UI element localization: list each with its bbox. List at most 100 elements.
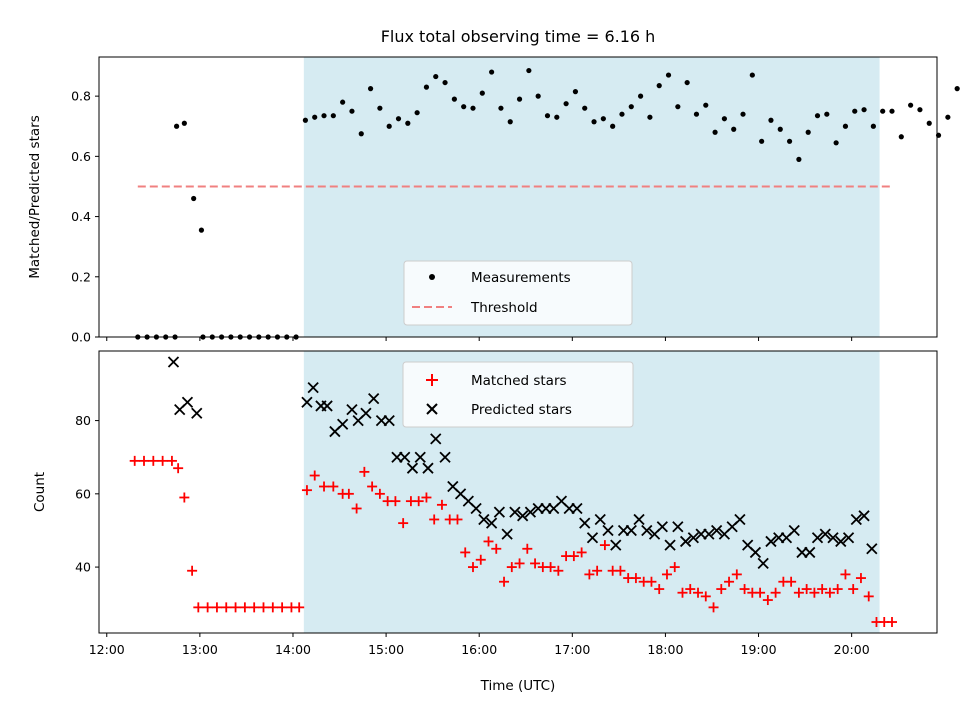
measurement-point — [731, 126, 737, 132]
measurement-point — [908, 102, 914, 108]
top-legend-box — [403, 260, 633, 326]
matched-star-point — [421, 492, 432, 503]
bottom-legend-box — [402, 361, 634, 428]
bottom-marks — [129, 356, 897, 628]
legend-marker-measurements — [429, 274, 435, 280]
y-tick-label: 40 — [75, 560, 91, 575]
measurement-point — [693, 111, 700, 117]
predicted-star-point — [406, 462, 419, 474]
matched-star-point — [530, 558, 541, 569]
matched-star-point — [739, 584, 750, 595]
predicted-star-point — [866, 543, 878, 555]
matched-star-point — [359, 466, 370, 477]
measurement-point — [852, 108, 858, 114]
measurement-point — [703, 102, 709, 108]
matched-star-point — [221, 602, 232, 613]
matched-star-point — [367, 481, 378, 492]
measurement-point — [554, 114, 560, 120]
predicted-star-point — [307, 381, 319, 394]
measurement-point — [470, 105, 476, 111]
matched-star-point — [258, 602, 269, 613]
measurement-point — [647, 114, 653, 120]
matched-star-point — [452, 514, 463, 525]
predicted-star-point — [679, 535, 692, 548]
predicted-star-point — [360, 407, 372, 419]
measurement-point — [479, 90, 485, 96]
predicted-star-point — [301, 396, 313, 408]
matched-star-point — [576, 547, 587, 558]
measurement-point — [796, 156, 802, 162]
measurement-point — [712, 129, 718, 135]
matched-star-point — [148, 455, 159, 466]
measurement-point — [786, 138, 793, 144]
measurement-point — [582, 105, 588, 111]
predicted-star-point — [734, 513, 746, 526]
measurement-point — [535, 93, 541, 99]
matched-star-point — [173, 463, 184, 474]
predicted-star-point — [703, 528, 715, 540]
predicted-star-point — [501, 528, 513, 540]
matched-star-point — [855, 573, 866, 584]
measurement-point — [442, 79, 448, 86]
matched-star-point — [429, 514, 440, 525]
chart-title: Flux total observing time = 6.16 h — [381, 27, 656, 46]
matched-star-point — [700, 591, 711, 602]
matched-star-point — [475, 554, 486, 565]
matched-star-point — [249, 602, 260, 613]
predicted-star-point — [842, 532, 855, 544]
x-tick-label: 12:00 — [89, 642, 125, 657]
measurement-point — [507, 119, 513, 125]
measurement-point — [572, 89, 579, 95]
measurement-point — [386, 123, 392, 129]
predicted-star-point — [509, 506, 521, 518]
predicted-star-point — [485, 517, 498, 529]
measurement-point — [191, 195, 197, 202]
matched-star-point — [398, 518, 409, 529]
predicted-star-point — [804, 546, 816, 559]
predicted-star-point — [383, 414, 395, 427]
measurement-point — [945, 114, 951, 120]
matched-star-point — [460, 547, 471, 558]
matched-star-point — [592, 565, 603, 576]
measurement-point — [516, 96, 523, 102]
predicted-star-point — [602, 524, 614, 537]
predicted-star-point — [414, 451, 426, 463]
predicted-star-point — [819, 528, 831, 540]
predicted-star-point — [625, 524, 637, 537]
predicted-star-point — [167, 356, 180, 368]
matched-star-point — [832, 584, 843, 595]
matched-star-point — [483, 536, 494, 547]
predicted-star-point — [827, 532, 839, 544]
matched-star-point — [319, 481, 330, 492]
bottom-y-axis-label: Count — [32, 472, 48, 512]
matched-star-point — [886, 617, 897, 628]
matched-star-point — [374, 488, 385, 499]
measurement-point — [926, 120, 932, 126]
matched-star-point — [294, 602, 305, 613]
matched-star-point — [755, 587, 766, 598]
predicted-star-point — [524, 506, 537, 518]
measurement-point — [395, 116, 402, 122]
matched-star-point — [661, 569, 672, 580]
matched-star-point — [762, 595, 773, 606]
matched-star-point — [840, 569, 851, 580]
legend-marker-predicted — [426, 403, 438, 415]
predicted-star-point — [687, 532, 699, 544]
measurement-point — [451, 96, 457, 102]
measurement-point — [637, 93, 644, 99]
measurement-point — [898, 134, 904, 140]
legend-label-measurements: Measurements — [471, 270, 571, 286]
predicted-star-point — [757, 557, 769, 570]
y-tick-label: 80 — [75, 413, 91, 428]
measurement-point — [721, 116, 727, 122]
matched-star-point — [129, 455, 140, 466]
matched-star-point — [506, 562, 517, 573]
bottom-panel: 40 60 80 12:00 13:00 14:00 15:00 16:00 17:00 18:… — [32, 350, 938, 694]
measurement-point — [824, 111, 830, 117]
matched-star-point — [724, 576, 735, 587]
measurement-point — [423, 84, 430, 90]
measurement-point — [917, 107, 923, 113]
matched-star-point — [708, 602, 719, 613]
top-axes-frame — [98, 56, 938, 338]
bottom-legend: Matched stars Predicted stars — [402, 361, 634, 428]
